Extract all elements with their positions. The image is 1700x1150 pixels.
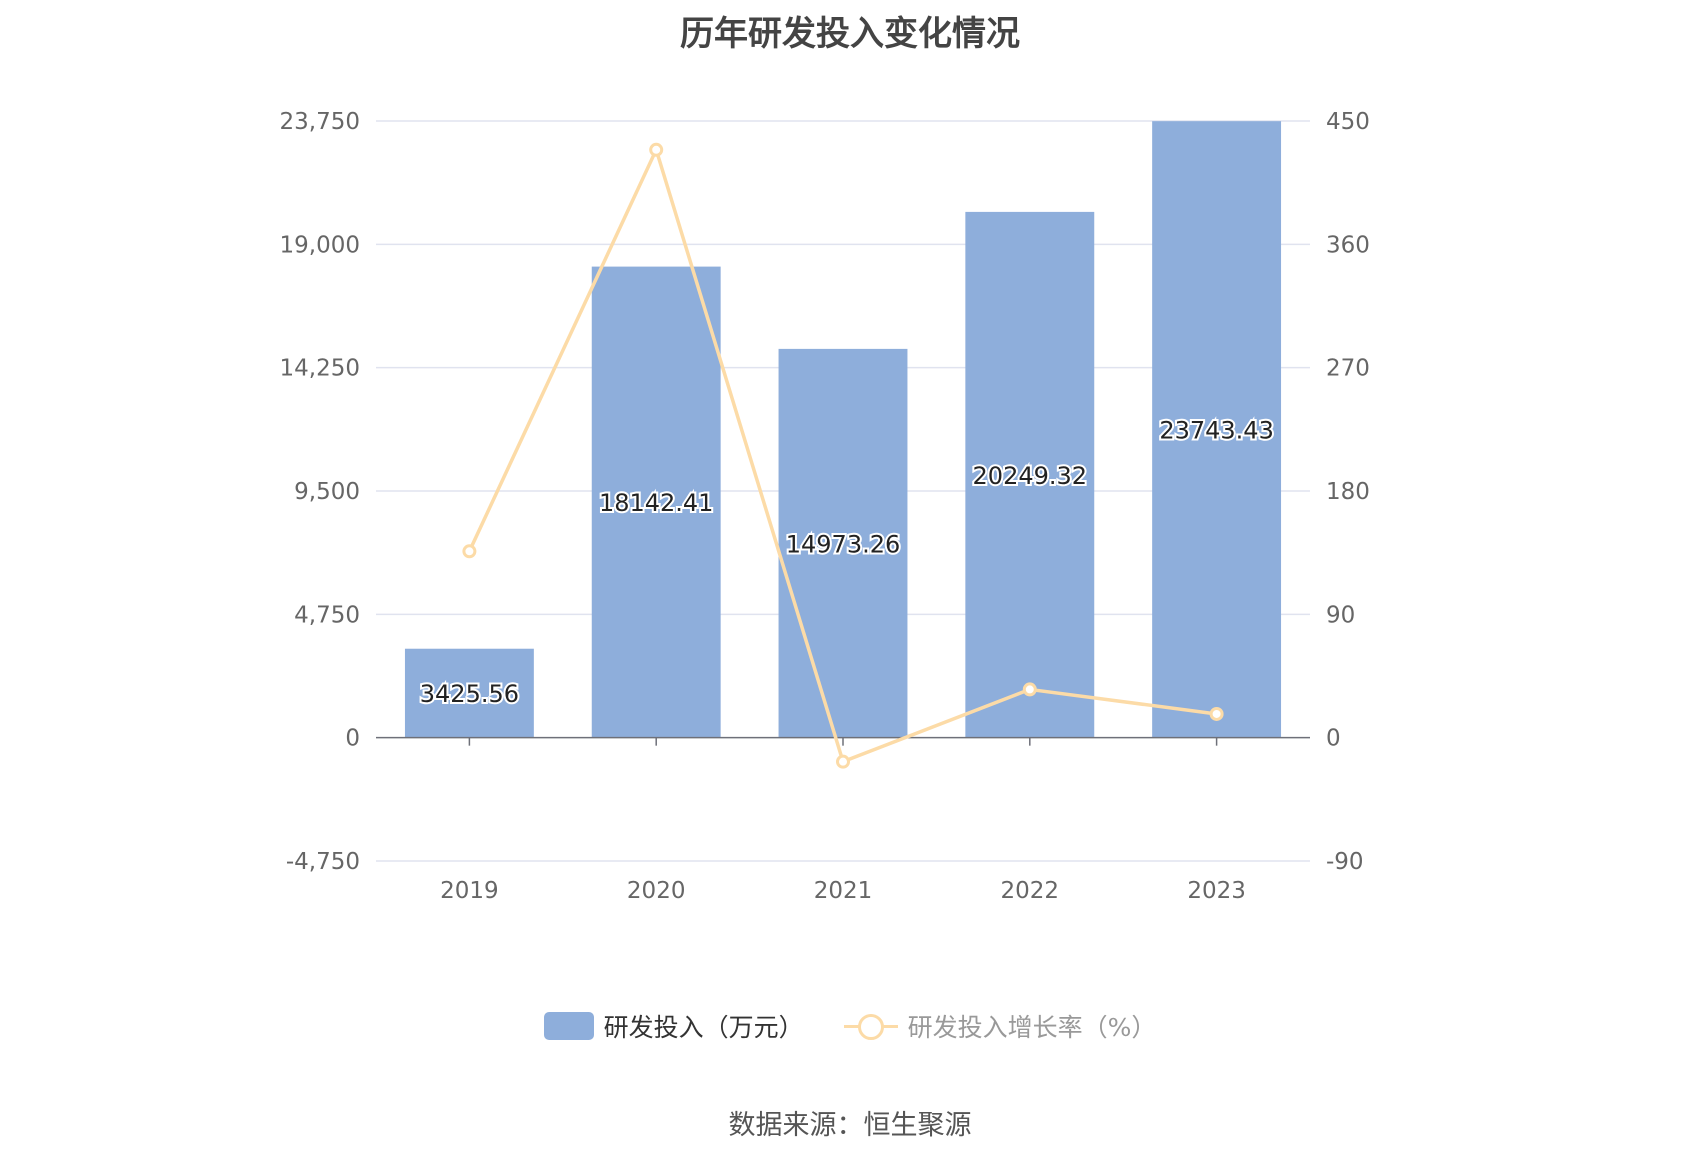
data-source: 数据来源：恒生聚源 (728, 1110, 972, 1141)
legend-item-growth-rate[interactable]: 研发投入增长率（%） (843, 1008, 1157, 1044)
x-tick-label: 2019 (440, 878, 499, 904)
bar (965, 211, 1095, 738)
legend-label-rd-investment: 研发投入（万元） (603, 1013, 804, 1042)
y-left-tick-label: 14,250 (280, 356, 360, 382)
x-tick-label: 2021 (814, 878, 873, 904)
y-right-tick-label: 270 (1326, 356, 1370, 382)
y-left-tick-label: 23,750 (280, 109, 360, 135)
bar (591, 266, 721, 738)
bar-data-label: 18142.41 (599, 489, 714, 517)
chart-title: 历年研发投入变化情况 (680, 14, 1020, 54)
y-right-tick-label: 0 (1326, 726, 1341, 752)
x-tick-label: 2022 (1001, 878, 1060, 904)
bar (1152, 121, 1282, 738)
line-point (1022, 682, 1037, 697)
bar-series (404, 121, 1282, 738)
x-tick-label: 2020 (627, 878, 686, 904)
y-right-tick-label: 180 (1326, 479, 1370, 505)
bar-data-label: 20249.32 (973, 462, 1088, 490)
y-right-tick-label: 360 (1326, 232, 1370, 258)
y-left-tick-label: 9,500 (294, 479, 360, 505)
line-series (462, 142, 1224, 769)
bar (778, 348, 908, 738)
line-point (836, 754, 850, 769)
legend-label-growth-rate: 研发投入增长率（%） (907, 1013, 1157, 1042)
y-right-tick-label: 450 (1326, 109, 1370, 135)
legend-item-rd-investment[interactable]: 研发投入（万元） (543, 1008, 804, 1044)
bar-data-label: 14973.26 (786, 530, 901, 558)
line-point (649, 142, 664, 157)
data-labels: 3425.56 18142.41 14973.26 20249.32 23743.43 (418, 414, 1276, 710)
legend: 研发投入（万元） 研发投入增长率（%） (0, 1008, 1700, 1044)
y-right-tick-label: 90 (1326, 602, 1355, 628)
bar-data-label: 3425.56 (420, 680, 519, 708)
legend-bar-swatch-icon (543, 1012, 594, 1040)
y-right-tick-label: -90 (1326, 849, 1364, 875)
y-left-tick-label: -4,750 (286, 849, 360, 875)
line-point (1209, 706, 1224, 721)
x-tick-label: 2023 (1187, 878, 1246, 904)
line-point (462, 544, 477, 559)
y-left-tick-label: 0 (345, 726, 360, 752)
y-left-tick-label: 4,750 (294, 602, 360, 628)
chart-canvas: -4,750 -90 0 0 4,750 90 9,500 180 14,250 270 19,00… (280, 109, 1370, 904)
legend-line-swatch-icon (843, 1012, 898, 1040)
bar-data-label: 23743.43 (1159, 416, 1274, 444)
y-left-tick-label: 19,000 (280, 232, 360, 258)
axes: -4,750 -90 0 0 4,750 90 9,500 180 14,250 270 19,00… (280, 109, 1370, 904)
bar (404, 648, 534, 738)
